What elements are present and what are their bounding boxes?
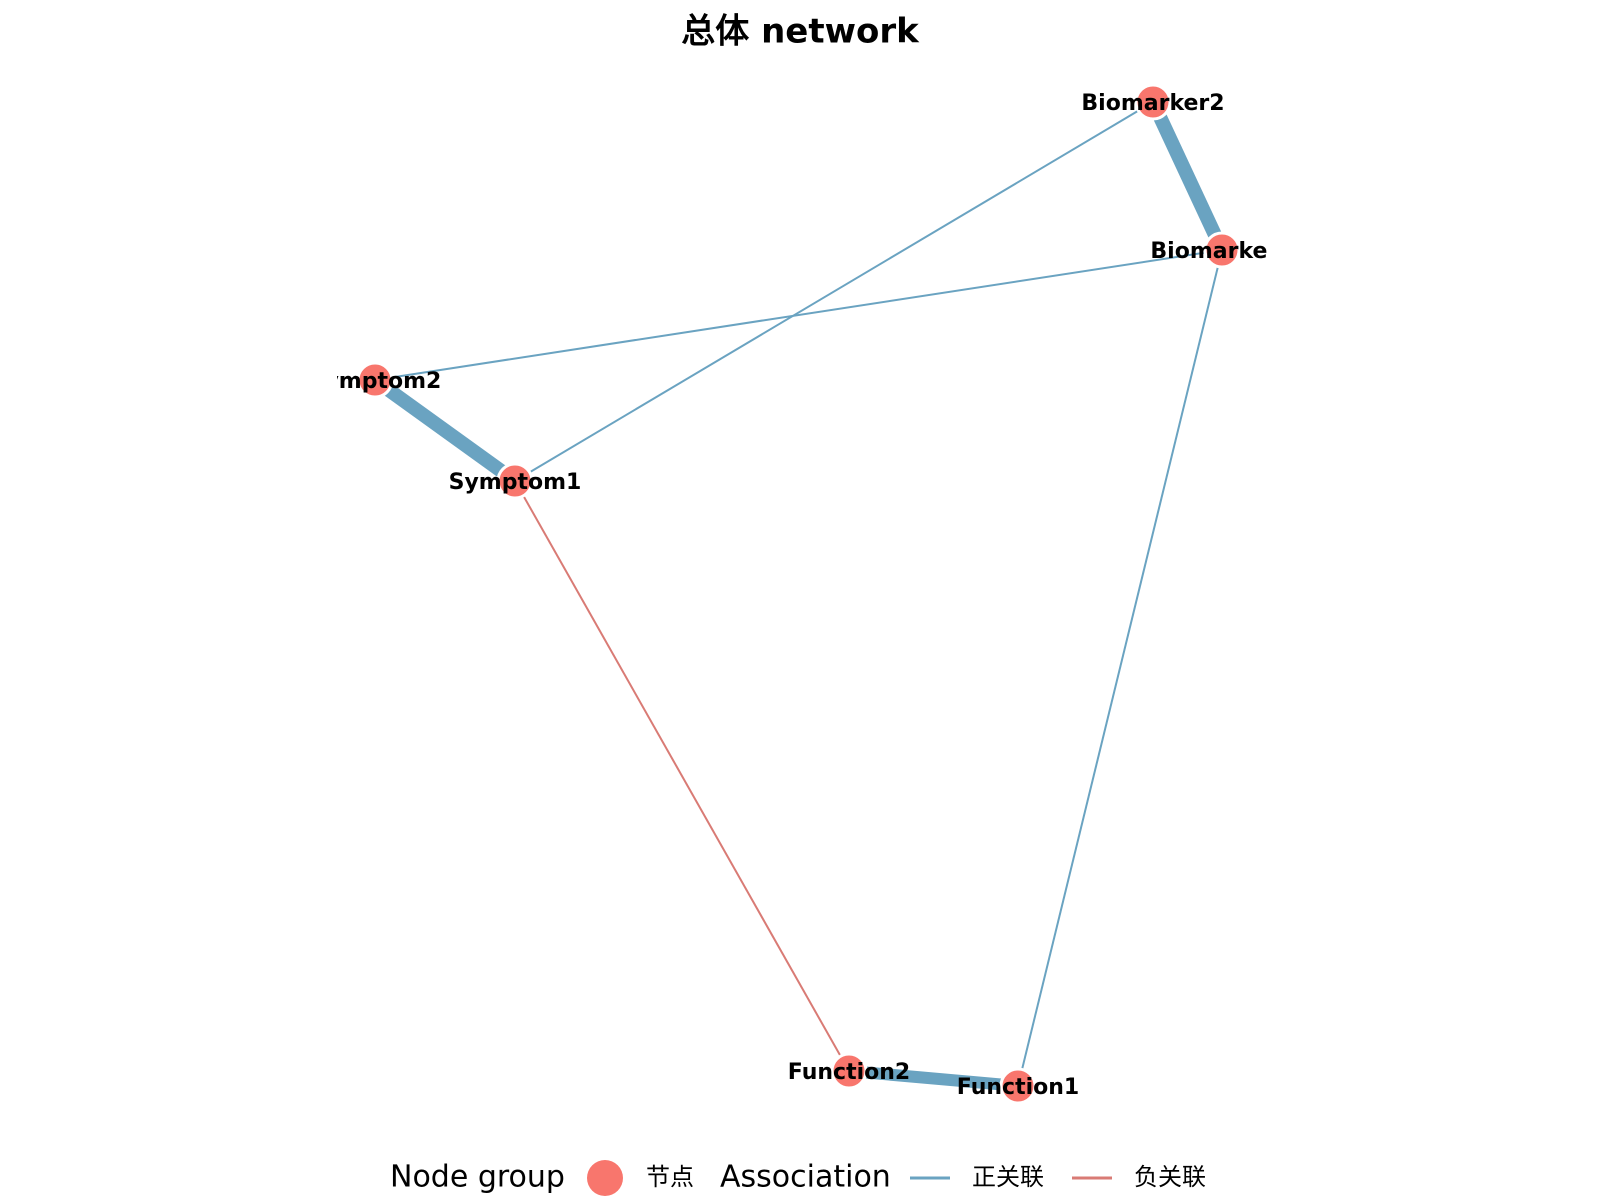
node [1203, 231, 1241, 269]
edge [848, 1065, 1019, 1092]
title: 总体 network [681, 12, 920, 52]
node-labels: Biomarker2 Biomarker1 Symptom2 Symptom1 Func… [309, 91, 1293, 1100]
node-label: Function1 [957, 1075, 1079, 1100]
legend-title: Node group [390, 1160, 565, 1195]
edges [370, 99, 1229, 1092]
legend: Node group 节点 Association 正关联 负关联 [390, 1160, 1206, 1196]
legend-label: 正关联 [972, 1163, 1044, 1191]
edge [370, 374, 520, 487]
node-label: Function2 [788, 1060, 910, 1085]
edge [514, 101, 1154, 482]
node-label: Biomarker1 [1150, 239, 1293, 264]
node [1134, 83, 1172, 121]
edge [374, 249, 1223, 381]
node-label: Biomarker2 [1081, 91, 1224, 116]
node [999, 1067, 1037, 1105]
node-label: Symptom2 [309, 369, 442, 394]
node [356, 361, 394, 399]
node-label: Symptom1 [449, 470, 582, 495]
legend-label: 节点 [646, 1163, 694, 1191]
legend-title: Association [720, 1160, 891, 1195]
legend-label: 负关联 [1134, 1163, 1206, 1191]
legend-key [587, 1160, 623, 1196]
node [830, 1052, 868, 1090]
edge [514, 480, 850, 1072]
edge [1017, 249, 1223, 1087]
edge [1146, 99, 1229, 253]
nodes [356, 83, 1241, 1105]
node [496, 462, 534, 500]
